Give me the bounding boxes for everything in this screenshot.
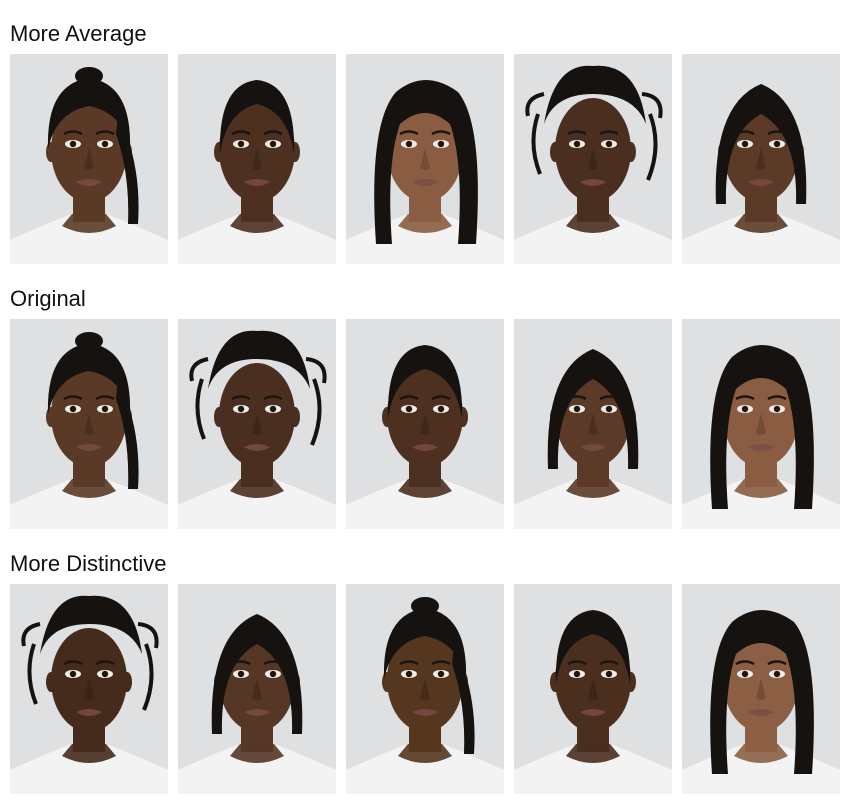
face-portrait	[514, 319, 672, 529]
row-title: Original	[10, 286, 86, 311]
face-portrait-icon	[682, 584, 840, 794]
row-title: More Distinctive	[10, 551, 167, 576]
face-portrait-icon	[346, 319, 504, 529]
face-portrait	[346, 584, 504, 794]
face-portrait-icon	[682, 319, 840, 529]
face-portrait	[10, 54, 168, 264]
face-portrait-icon	[10, 584, 168, 794]
face-portrait	[178, 54, 336, 264]
face-portrait-icon	[514, 319, 672, 529]
face-portrait	[514, 584, 672, 794]
face-portrait	[10, 584, 168, 794]
face-portrait-icon	[10, 54, 168, 264]
photo-row	[10, 54, 840, 264]
face-portrait-icon	[178, 319, 336, 529]
face-portrait-icon	[514, 584, 672, 794]
face-portrait-icon	[346, 584, 504, 794]
face-portrait	[346, 319, 504, 529]
face-portrait	[682, 584, 840, 794]
face-portrait-icon	[682, 54, 840, 264]
face-portrait	[178, 584, 336, 794]
face-portrait-icon	[514, 54, 672, 264]
face-portrait	[682, 54, 840, 264]
row-title: More Average	[10, 21, 147, 46]
face-portrait	[346, 54, 504, 264]
face-portrait-icon	[178, 584, 336, 794]
photo-row	[10, 584, 840, 794]
face-portrait-icon	[346, 54, 504, 264]
photo-row	[10, 319, 840, 529]
face-portrait	[682, 319, 840, 529]
face-portrait	[10, 319, 168, 529]
face-portrait-icon	[178, 54, 336, 264]
face-portrait	[514, 54, 672, 264]
face-portrait	[178, 319, 336, 529]
face-portrait-icon	[10, 319, 168, 529]
